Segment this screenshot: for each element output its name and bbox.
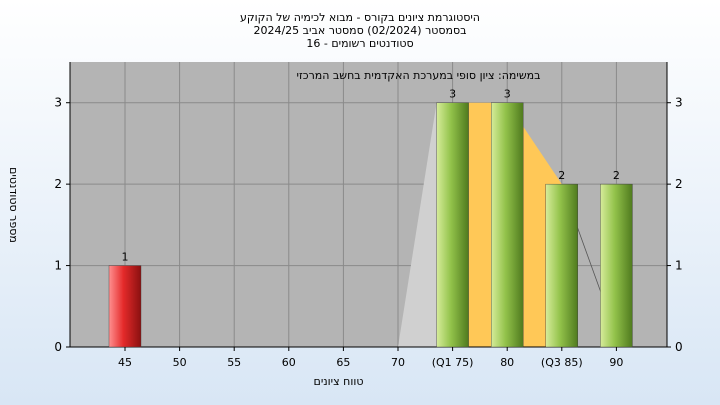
bar-value-label: 3 <box>449 88 456 101</box>
x-tick-label: 45 <box>118 356 132 369</box>
y-tick-label-right: 1 <box>675 259 683 273</box>
bar-value-label: 3 <box>504 88 511 101</box>
chart-title-line-1: היסטוגרמת ציונים בקורס - מבוא לכימיה של … <box>239 11 480 24</box>
x-tick-label: 50 <box>173 356 187 369</box>
x-axis-label: טווח ציונים <box>314 375 364 388</box>
x-tick-label: 65 <box>336 356 350 369</box>
chart-title-line-2: בסמסטר (02/2024) סמסטר אביב 2024/25 <box>253 24 467 37</box>
x-tick-label: 70 <box>391 356 405 369</box>
x-tick-label: 80 <box>500 356 514 369</box>
bar-value-label: 1 <box>122 251 129 264</box>
y-tick-label-right: 2 <box>675 177 683 191</box>
bar-45 <box>108 265 142 348</box>
y-tick-label-left: 1 <box>54 259 62 273</box>
y-axis-label: מספר סטודנטים <box>7 167 20 243</box>
bar-value-label: 2 <box>613 169 620 182</box>
y-tick-label-left: 0 <box>54 340 62 354</box>
bar-80 <box>491 102 524 348</box>
x-tick-label: (Q1 75) <box>432 356 474 369</box>
x-tick-label: 90 <box>609 356 623 369</box>
plot-subtitle: במשימה: ציון סופי במערכת האקדמית בחשב המ… <box>296 69 540 82</box>
y-tick-label-left: 3 <box>54 96 62 110</box>
bar-value-label: 2 <box>558 169 565 182</box>
chart-title-line-3: סטודנטים רשומים - 16 <box>306 37 414 50</box>
y-tick-label-left: 2 <box>54 177 62 191</box>
bar-(Q3 85) <box>545 183 578 348</box>
x-tick-label: (Q3 85) <box>541 356 583 369</box>
bar-(Q1 75) <box>436 102 469 348</box>
y-tick-label-right: 3 <box>675 96 683 110</box>
x-tick-label: 55 <box>227 356 241 369</box>
y-tick-label-right: 0 <box>675 340 683 354</box>
x-tick-label: 60 <box>282 356 296 369</box>
bar-90 <box>600 183 633 348</box>
